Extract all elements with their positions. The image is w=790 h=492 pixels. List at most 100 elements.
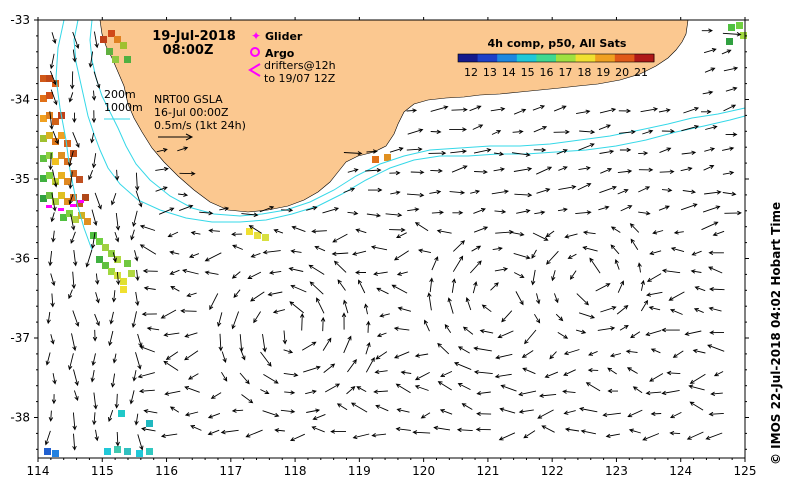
velocity-arrow: [343, 151, 363, 156]
sst-colorbar-ticks: 12 13 14 15 16 17 18 19 20 21: [464, 66, 648, 79]
sst-colorbar-tick-label: 18: [577, 66, 591, 79]
velocity-arrow: [491, 189, 509, 195]
velocity-arrow: [701, 221, 719, 231]
velocity-arrow: [501, 310, 513, 323]
sst-pixel: [40, 155, 47, 162]
velocity-arrow: [721, 49, 732, 55]
velocity-arrow: [72, 49, 77, 63]
velocity-arrow: [352, 250, 367, 256]
velocity-arrow: [537, 409, 554, 419]
velocity-arrow: [375, 404, 389, 412]
sst-pixel: [114, 36, 121, 43]
velocity-arrow: [365, 167, 382, 173]
velocity-arrow: [52, 130, 59, 145]
sst-pixel: [384, 154, 391, 161]
velocity-arrow: [209, 293, 219, 311]
velocity-arrow: [314, 245, 326, 252]
velocity-arrow: [371, 433, 387, 438]
velocity-arrow: [580, 429, 596, 435]
velocity-arrow: [536, 166, 553, 175]
sst-pixel: [46, 75, 53, 82]
velocity-arrow: [539, 393, 557, 398]
velocity-arrow: [704, 147, 716, 152]
sst-colorbar-segment: [516, 54, 537, 62]
velocity-arrow: [430, 105, 449, 112]
velocity-arrow: [661, 389, 680, 396]
sst-pixel: [52, 198, 59, 205]
velocity-arrow: [668, 291, 685, 301]
velocity-arrow: [91, 90, 97, 101]
velocity-arrow: [628, 428, 641, 434]
velocity-arrow: [273, 229, 284, 234]
velocity-arrow: [701, 109, 712, 115]
velocity-arrow: [495, 229, 514, 235]
velocity-arrow: [247, 271, 262, 279]
sst-colorbar-segment: [477, 54, 498, 62]
velocity-arrow: [260, 351, 272, 367]
velocity-arrow: [389, 147, 404, 153]
velocity-arrow: [179, 171, 196, 176]
velocity-arrow: [290, 284, 307, 293]
velocity-arrow: [689, 373, 706, 384]
velocity-arrow: [88, 51, 94, 68]
x-tick-label: 123: [605, 464, 628, 478]
velocity-arrow: [347, 210, 359, 216]
velocity-arrow: [564, 233, 578, 239]
velocity-arrow: [449, 190, 466, 195]
velocity-arrow: [69, 71, 75, 90]
velocity-arrow: [551, 270, 556, 282]
velocity-arrow: [184, 332, 198, 338]
velocity-arrow: [72, 112, 77, 123]
argo-float-icon: [250, 47, 260, 57]
velocity-arrow: [306, 408, 321, 413]
velocity-arrow: [492, 246, 503, 251]
velocity-arrow: [155, 166, 169, 172]
velocity-arrow: [143, 409, 158, 414]
velocity-arrow: [524, 329, 537, 345]
velocity-arrow: [331, 251, 349, 257]
velocity-arrow: [449, 127, 467, 132]
velocity-arrow: [311, 426, 325, 433]
velocity-arrow: [312, 413, 326, 421]
velocity-arrow: [68, 171, 73, 190]
velocity-arrow: [701, 28, 713, 33]
product-date: 16-Jul 00:00Z: [154, 106, 229, 119]
velocity-arrow: [577, 183, 592, 191]
velocity-arrow: [658, 108, 671, 113]
velocity-arrow: [135, 172, 140, 192]
sst-pixel: [108, 30, 115, 37]
velocity-arrow: [683, 106, 700, 114]
velocity-arrow: [366, 149, 378, 154]
velocity-arrow: [557, 207, 568, 212]
velocity-arrow: [180, 308, 197, 314]
velocity-arrow: [44, 430, 51, 446]
velocity-arrow: [638, 211, 651, 216]
velocity-arrow: [146, 326, 160, 331]
velocity-arrow: [50, 89, 58, 106]
velocity-arrow: [231, 311, 240, 330]
velocity-arrow: [400, 370, 412, 375]
velocity-arrow: [71, 333, 77, 352]
velocity-arrow: [311, 229, 327, 234]
velocity-arrow: [412, 430, 431, 435]
velocity-arrow: [642, 129, 654, 135]
velocity-arrow: [407, 128, 424, 135]
velocity-arrow: [130, 229, 135, 241]
velocity-arrow: [475, 427, 491, 432]
velocity-arrow: [332, 233, 348, 243]
sst-pixel: [146, 448, 153, 455]
velocity-arrow: [414, 384, 429, 391]
velocity-arrow: [558, 166, 568, 171]
scale-arrow: [158, 133, 194, 141]
velocity-arrow: [289, 433, 305, 442]
velocity-arrow: [597, 326, 616, 331]
sst-pixel: [96, 256, 103, 263]
product-name: NRT00 GSLA: [154, 93, 223, 106]
velocity-arrow: [284, 390, 296, 395]
legend-glider: Glider: [265, 30, 303, 43]
sst-pixel: [128, 270, 135, 277]
velocity-arrow: [495, 353, 513, 360]
velocity-arrow: [511, 152, 531, 157]
velocity-arrow: [708, 250, 724, 256]
sst-pixel: [58, 132, 65, 139]
